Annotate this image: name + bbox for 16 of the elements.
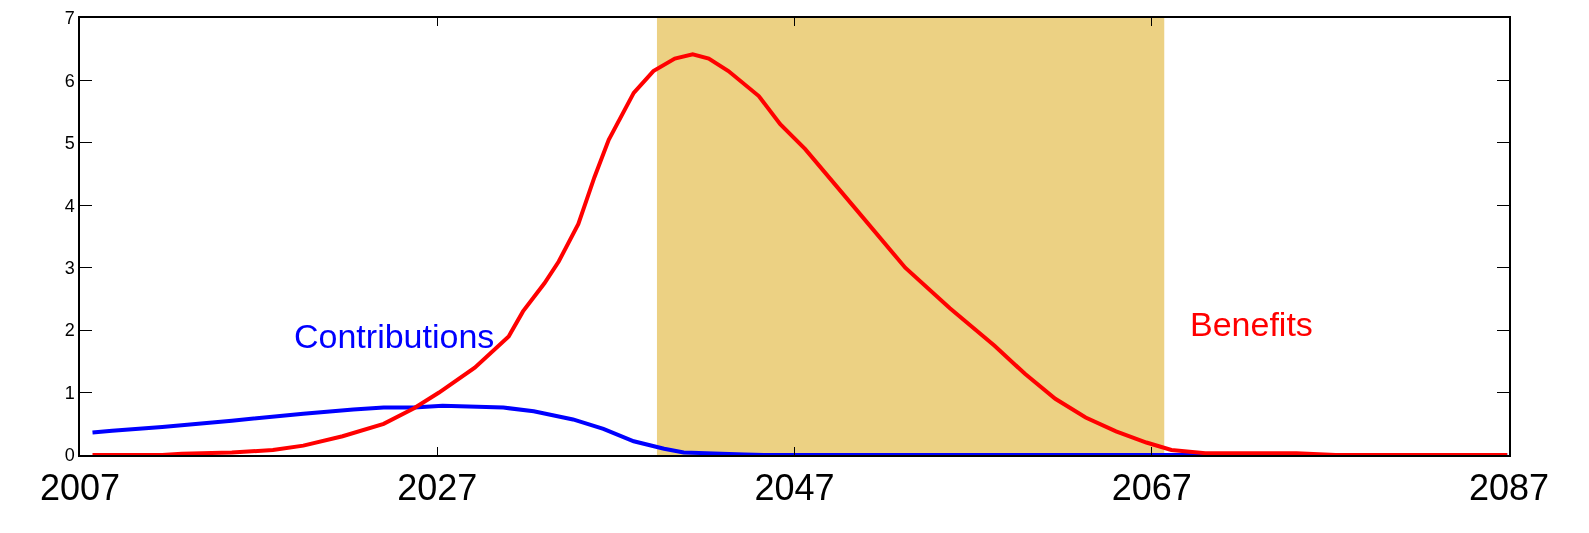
y-tick-label: 3: [64, 258, 75, 279]
x-tick-label: 2087: [1468, 466, 1550, 508]
y-tick-label: 6: [64, 70, 75, 91]
text: Benefits: [1190, 305, 1313, 343]
y-tick-label: 2: [64, 320, 75, 341]
line-series: [90, 52, 1509, 455]
x-tick-label: 2067: [1111, 466, 1192, 508]
series-label: Contributions: [294, 317, 495, 355]
y-tick-label: 4: [64, 195, 75, 216]
y-tick-label: 1: [64, 382, 75, 403]
y-tick-label: 5: [64, 133, 75, 154]
x-tick-label: 2007: [39, 466, 121, 508]
y-tick-label: 0: [64, 445, 75, 466]
x-tick-label: 2027: [397, 466, 478, 508]
y-tick-label: 7: [64, 8, 75, 29]
x-tick-label: 2047: [754, 466, 835, 508]
